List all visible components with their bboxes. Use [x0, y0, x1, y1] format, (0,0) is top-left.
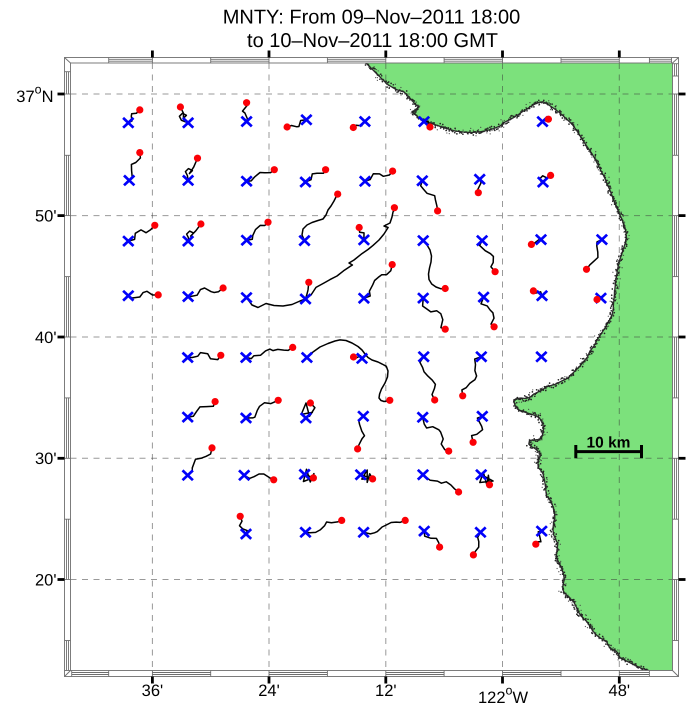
- svg-text:36': 36': [142, 682, 164, 700]
- svg-text:30': 30': [35, 450, 57, 468]
- svg-text:to 10–Nov–2011 18:00 GMT: to 10–Nov–2011 18:00 GMT: [247, 30, 498, 52]
- svg-text:37oN: 37oN: [16, 82, 53, 105]
- svg-text:20': 20': [35, 571, 57, 589]
- svg-text:122oW: 122oW: [478, 683, 528, 706]
- svg-text:10 km: 10 km: [587, 435, 631, 452]
- svg-text:48': 48': [609, 682, 631, 700]
- svg-text:40': 40': [35, 329, 57, 347]
- svg-text:24': 24': [258, 682, 280, 700]
- svg-text:50': 50': [35, 207, 57, 225]
- svg-text:MNTY: From 09–Nov–2011 18:00: MNTY: From 09–Nov–2011 18:00: [223, 7, 521, 29]
- svg-text:12': 12': [375, 682, 397, 700]
